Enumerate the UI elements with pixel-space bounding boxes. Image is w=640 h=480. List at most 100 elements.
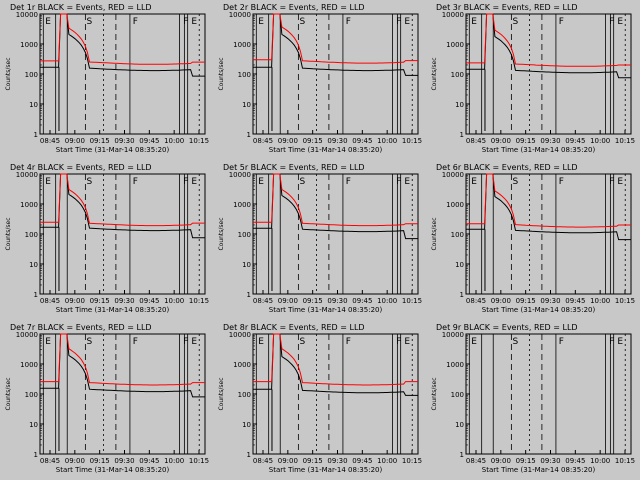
chart-5-xtick-label: 09:45 bbox=[352, 297, 372, 305]
chart-8-ytick-label: 10000 bbox=[229, 331, 251, 339]
chart-4-marker-label: E bbox=[45, 177, 51, 187]
chart-8-xtick-label: 10:00 bbox=[377, 457, 397, 465]
chart-4-xtick-label: 09:45 bbox=[139, 297, 159, 305]
chart-1-marker-label: F bbox=[183, 17, 188, 27]
chart-4-frame bbox=[39, 173, 206, 295]
chart-1-group: Det 1r BLACK = Events, RED = LLD 1 10 100 10… bbox=[5, 3, 209, 154]
chart-9-xtick-label: 10:15 bbox=[615, 457, 635, 465]
chart-9-ytick-label: 10 bbox=[455, 421, 464, 429]
chart-4-ylabel: Counts/sec bbox=[5, 217, 12, 250]
chart-9-xtick-label: 09:30 bbox=[540, 457, 560, 465]
chart-1-title: Det 1r BLACK = Events, RED = LLD bbox=[10, 3, 152, 12]
chart-8-ylabel: Counts/sec bbox=[218, 377, 225, 410]
chart-2-title: Det 2r BLACK = Events, RED = LLD bbox=[223, 3, 365, 12]
chart-4-group: Det 4r BLACK = Events, RED = LLD 1 10 100 10… bbox=[5, 163, 209, 314]
chart-6-xtick-label: 10:15 bbox=[615, 297, 635, 305]
chart-6-ytick-label: 1 bbox=[460, 291, 464, 299]
chart-2-xtick-label: 09:15 bbox=[303, 137, 323, 145]
chart-8-marker-label: F bbox=[346, 337, 351, 347]
chart-3-xtick-label: 09:15 bbox=[516, 137, 536, 145]
chart-4-ytick-label: 10000 bbox=[16, 171, 38, 179]
chart-2-marker-label: F bbox=[346, 17, 351, 27]
chart-3-series-lld bbox=[466, 13, 631, 67]
chart-5-xtick-label: 10:00 bbox=[377, 297, 397, 305]
chart-3-ytick-label: 10 bbox=[455, 101, 464, 109]
chart-7-xtick-label: 09:00 bbox=[65, 457, 85, 465]
chart-7-ytick-label: 1000 bbox=[20, 361, 38, 369]
chart-4-xtick-label: 09:00 bbox=[65, 297, 85, 305]
chart-9-ytick-label: 100 bbox=[451, 391, 464, 399]
chart-6-xtick-label: 10:00 bbox=[590, 297, 610, 305]
chart-9-xtick-label: 09:45 bbox=[565, 457, 585, 465]
chart-3-title: Det 3r BLACK = Events, RED = LLD bbox=[436, 3, 578, 12]
chart-3-frame bbox=[465, 13, 632, 135]
chart-1-ytick-label: 10000 bbox=[16, 11, 38, 19]
chart-7-series-lld bbox=[40, 333, 205, 386]
chart-1-ytick-label: 100 bbox=[25, 71, 38, 79]
chart-4-marker-label: F bbox=[133, 177, 138, 187]
chart-2-xtick-label: 10:15 bbox=[402, 137, 422, 145]
chart-5-ytick-label: 10 bbox=[242, 261, 251, 269]
chart-3-ylabel: Counts/sec bbox=[431, 57, 438, 90]
chart-2-xtick-label: 08:45 bbox=[253, 137, 273, 145]
chart-7-frame bbox=[39, 333, 206, 455]
chart-9-xlabel: Start Time (31-Mar-14 08:35:20) bbox=[482, 466, 596, 474]
chart-9-marker-label: E bbox=[471, 337, 477, 347]
chart-5-xtick-label: 10:15 bbox=[402, 297, 422, 305]
chart-8-ytick-label: 1000 bbox=[233, 361, 251, 369]
chart-4-series-lld bbox=[40, 173, 205, 227]
chart-6-ylabel: Counts/sec bbox=[431, 217, 438, 250]
chart-7-xtick-label: 10:15 bbox=[189, 457, 209, 465]
chart-8-xtick-label: 09:00 bbox=[278, 457, 298, 465]
chart-8-ytick-label: 1 bbox=[247, 451, 251, 459]
chart-2-series-lld bbox=[253, 13, 418, 64]
chart-8-marker-label: S bbox=[300, 337, 306, 347]
chart-2-marker-label: E bbox=[258, 17, 264, 27]
chart-6-marker-label: F bbox=[609, 177, 614, 187]
chart-9-xtick-label: 08:45 bbox=[466, 457, 486, 465]
chart-4-marker-label: F bbox=[183, 177, 188, 187]
chart-4-xtick-label: 08:45 bbox=[40, 297, 60, 305]
chart-4-ytick-label: 10 bbox=[29, 261, 38, 269]
chart-7-marker-label: F bbox=[133, 337, 138, 347]
chart-1-marker-label: E bbox=[191, 17, 197, 27]
chart-7-marker-label: E bbox=[45, 337, 51, 347]
chart-5-ytick-label: 1 bbox=[247, 291, 251, 299]
chart-5-group: Det 5r BLACK = Events, RED = LLD 1 10 100 10… bbox=[218, 163, 422, 314]
chart-4-ytick-label: 1 bbox=[34, 291, 38, 299]
chart-3-marker-label: F bbox=[559, 17, 564, 27]
chart-9-marker-label: F bbox=[609, 337, 614, 347]
chart-3-series-events bbox=[466, 13, 631, 79]
chart-2-ylabel: Counts/sec bbox=[218, 57, 225, 90]
chart-2-marker-label: S bbox=[300, 17, 306, 27]
chart-4-xtick-label: 10:15 bbox=[189, 297, 209, 305]
chart-6-ytick-label: 1000 bbox=[446, 201, 464, 209]
chart-9-ytick-label: 1000 bbox=[446, 361, 464, 369]
chart-6-group: Det 6r BLACK = Events, RED = LLD 1 10 100 10… bbox=[431, 163, 635, 314]
chart-6-title: Det 6r BLACK = Events, RED = LLD bbox=[436, 163, 578, 172]
chart-6-xtick-label: 09:15 bbox=[516, 297, 536, 305]
chart-7-ytick-label: 10000 bbox=[16, 331, 38, 339]
chart-4-xtick-label: 09:15 bbox=[90, 297, 110, 305]
chart-9-ytick-label: 10000 bbox=[442, 331, 464, 339]
chart-5-xlabel: Start Time (31-Mar-14 08:35:20) bbox=[269, 306, 383, 314]
chart-1-marker-label: E bbox=[45, 17, 51, 27]
chart-1-xtick-label: 08:45 bbox=[40, 137, 60, 145]
chart-7-xlabel: Start Time (31-Mar-14 08:35:20) bbox=[56, 466, 170, 474]
chart-3-xlabel: Start Time (31-Mar-14 08:35:20) bbox=[482, 146, 596, 154]
chart-4-series-events bbox=[40, 173, 205, 239]
chart-7-xtick-label: 09:15 bbox=[90, 457, 110, 465]
chart-5-ytick-label: 1000 bbox=[233, 201, 251, 209]
chart-8-xtick-label: 09:30 bbox=[327, 457, 347, 465]
chart-6-frame bbox=[465, 173, 632, 295]
chart-6-ytick-label: 10000 bbox=[442, 171, 464, 179]
chart-4-ytick-label: 1000 bbox=[20, 201, 38, 209]
chart-1-ytick-label: 1 bbox=[34, 131, 38, 139]
chart-1-xtick-label: 09:45 bbox=[139, 137, 159, 145]
chart-2-marker-label: E bbox=[404, 17, 410, 27]
chart-3-ytick-label: 100 bbox=[451, 71, 464, 79]
chart-9-ylabel: Counts/sec bbox=[431, 377, 438, 410]
chart-8-xtick-label: 10:15 bbox=[402, 457, 422, 465]
chart-2-series-events bbox=[253, 13, 418, 76]
